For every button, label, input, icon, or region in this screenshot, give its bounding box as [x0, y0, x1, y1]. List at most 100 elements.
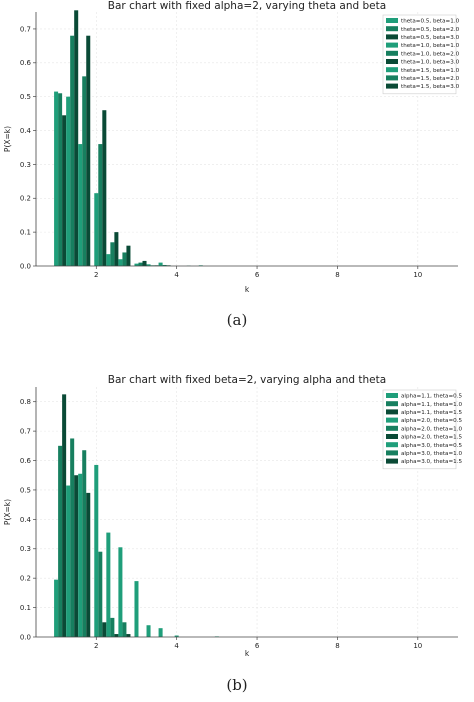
bar [66, 485, 71, 637]
legend-swatch [386, 458, 398, 464]
x-tick-label: 6 [255, 642, 260, 650]
legend-label: theta=1.5, beta=3.0 [401, 84, 460, 90]
bar [74, 475, 79, 637]
bar [82, 450, 87, 637]
y-axis-label: P(X=k) [3, 126, 12, 152]
legend-swatch [386, 75, 398, 81]
legend-label: alpha=2.0, theta=0.5 [401, 418, 462, 424]
legend-swatch [386, 42, 398, 48]
bar [102, 622, 107, 637]
y-tick-label: 0.3 [20, 545, 31, 553]
bar [162, 264, 167, 266]
y-tick-label: 0.6 [20, 59, 32, 67]
bar [78, 473, 83, 637]
legend-swatch [386, 26, 398, 32]
panel-caption: (b) [226, 676, 247, 694]
x-tick-label: 8 [335, 642, 339, 650]
y-tick-label: 0.0 [20, 633, 31, 641]
bar [94, 464, 99, 637]
bar [82, 76, 87, 266]
legend-swatch [386, 50, 398, 56]
bar [126, 245, 131, 266]
chart-title: Bar chart with fixed beta=2, varying alp… [108, 374, 386, 386]
x-axis-label: k [245, 649, 250, 658]
bar [106, 254, 111, 266]
y-tick-label: 0.7 [20, 428, 31, 436]
x-tick-label: 2 [94, 271, 98, 279]
bar [118, 259, 123, 266]
legend-swatch [386, 18, 398, 23]
y-tick-label: 0.4 [20, 516, 32, 524]
bar [158, 262, 163, 266]
bar [146, 264, 151, 266]
bar [174, 635, 179, 637]
legend-label: theta=0.5, beta=1.0 [401, 19, 460, 25]
bar [58, 445, 63, 637]
bar [134, 263, 139, 266]
chart-panel-1: 0.0 0.1 0.2 0.3 0.4 0.5 0.6 0.7 2 4 6 8 10 Bar chart … [3, 0, 460, 294]
legend-swatch [386, 401, 398, 407]
legend-swatch [386, 34, 398, 40]
legend-swatch [386, 83, 398, 89]
bar [66, 96, 71, 267]
legend: theta=0.5, beta=1.0 theta=0.5, beta=2.0 th… [382, 14, 460, 95]
x-tick-label: 8 [335, 271, 339, 279]
bar [142, 260, 147, 266]
chart-title: Bar chart with fixed alpha=2, varying th… [108, 0, 386, 12]
y-tick-label: 0.2 [20, 575, 31, 583]
bar [54, 579, 59, 637]
bar [110, 617, 115, 637]
legend-swatch [386, 59, 398, 64]
bar [54, 91, 59, 266]
y-tick-label: 0.3 [20, 161, 31, 169]
x-tick-label: 6 [255, 271, 260, 279]
bar [98, 551, 103, 637]
y-tick-label: 0.4 [20, 127, 32, 135]
legend-swatch [386, 450, 398, 456]
bar [62, 394, 67, 637]
bar [146, 625, 151, 637]
bar [110, 242, 115, 266]
bar [74, 10, 79, 266]
legend-label: theta=0.5, beta=2.0 [401, 27, 460, 33]
x-tick-label: 4 [174, 642, 179, 650]
legend: alpha=1.1, theta=0.5 alpha=1.1, theta=1.0… [382, 389, 462, 470]
chart-panel-2: 0.0 0.1 0.2 0.3 0.4 0.5 0.6 0.7 0.8 2 4 6 8 10 Bar cha… [3, 374, 462, 658]
bar [106, 532, 111, 637]
y-tick-label: 0.1 [20, 604, 31, 612]
legend-label: alpha=2.0, theta=1.5 [401, 435, 462, 441]
bar [62, 115, 67, 266]
legend-label: theta=1.0, beta=1.0 [401, 43, 460, 49]
y-tick-label: 0.6 [20, 457, 32, 465]
legend-swatch [386, 393, 398, 398]
legend-swatch [386, 67, 398, 73]
bar [98, 144, 103, 266]
y-tick-label: 0.5 [20, 93, 31, 101]
bar [134, 581, 139, 637]
bar [70, 35, 75, 266]
bar [86, 35, 91, 266]
legend-label: theta=0.5, beta=3.0 [401, 35, 460, 41]
bar [114, 232, 119, 266]
legend-label: theta=1.0, beta=3.0 [401, 60, 460, 66]
x-tick-label: 4 [174, 271, 179, 279]
legend-swatch [386, 409, 398, 415]
legend-swatch [386, 425, 398, 431]
bar [70, 438, 75, 637]
legend-label: alpha=1.1, theta=1.5 [401, 410, 462, 416]
x-axis-label: k [245, 285, 250, 294]
bar [126, 634, 131, 637]
y-axis-label: P(X=k) [3, 499, 12, 525]
y-tick-label: 0.5 [20, 486, 31, 494]
panel-caption: (a) [227, 311, 248, 329]
legend-label: alpha=2.0, theta=1.0 [401, 426, 462, 432]
bar [94, 193, 99, 266]
legend-label: theta=1.0, beta=2.0 [401, 51, 460, 57]
x-tick-label: 10 [413, 642, 422, 650]
x-tick-label: 2 [94, 642, 98, 650]
bar [86, 492, 91, 637]
bar [122, 252, 127, 266]
legend-label: alpha=3.0, theta=0.5 [401, 443, 462, 449]
y-tick-label: 0.0 [20, 262, 31, 270]
